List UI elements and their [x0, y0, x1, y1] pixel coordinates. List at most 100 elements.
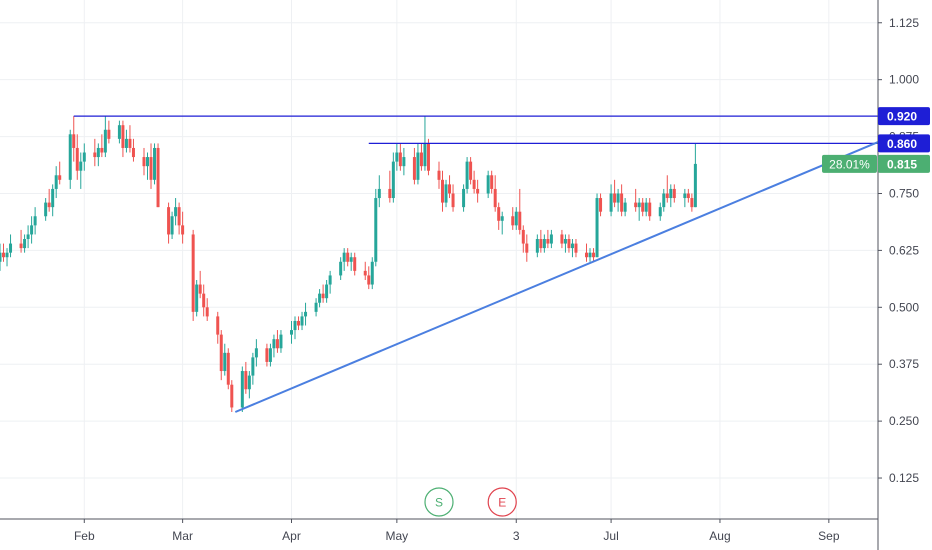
- price-axis[interactable]: 0.1250.2500.3750.5000.6250.7500.8751.000…: [877, 0, 919, 550]
- candle-down: [441, 170, 445, 212]
- candle-down: [2, 243, 6, 262]
- candle-down: [177, 202, 181, 235]
- candle-up: [23, 234, 27, 253]
- candle-body: [68, 134, 72, 180]
- candle-up: [669, 184, 673, 208]
- candle-body: [279, 334, 283, 349]
- change-badge-text: 28.01%: [829, 157, 870, 171]
- candle-body: [96, 147, 100, 158]
- candle-body: [318, 293, 322, 303]
- candle-body: [423, 143, 427, 167]
- candle-body: [72, 134, 76, 148]
- candle-up: [103, 116, 107, 158]
- candle-body: [588, 252, 592, 258]
- candle-body: [349, 257, 353, 262]
- price-label-box: [878, 107, 930, 126]
- candle-up: [444, 179, 448, 208]
- marker-circle: [424, 487, 454, 517]
- candle-body: [342, 252, 346, 262]
- marker-s[interactable]: S: [424, 487, 454, 517]
- candle-body: [441, 179, 445, 203]
- price-tick-label: 1.125: [889, 16, 919, 30]
- candle-body: [595, 198, 599, 258]
- candle-up: [462, 184, 466, 212]
- candle-up: [328, 270, 332, 294]
- candle-up: [51, 184, 55, 217]
- candle-body: [690, 198, 694, 208]
- candle-body: [300, 316, 304, 326]
- candle-down: [121, 120, 125, 158]
- candle-up: [268, 343, 272, 367]
- candle-body: [254, 348, 258, 358]
- candle-body: [82, 152, 86, 162]
- candle-body: [117, 125, 121, 139]
- candle-up: [293, 316, 297, 340]
- candle-body: [669, 188, 673, 199]
- time-tick-label: Apr: [282, 529, 301, 543]
- candle-body: [549, 234, 553, 244]
- candle-up: [588, 248, 592, 262]
- candle-body: [525, 243, 529, 253]
- candle-down: [367, 266, 371, 290]
- candle-body: [293, 320, 297, 331]
- candle-down: [398, 143, 402, 171]
- candle-down: [634, 188, 638, 212]
- candle-body: [321, 293, 325, 299]
- candle-body: [47, 202, 51, 208]
- candle-body: [585, 252, 589, 258]
- candle-down: [321, 284, 325, 303]
- candle-body: [374, 198, 378, 262]
- candle-body: [325, 284, 329, 299]
- time-tick-label: Aug: [709, 529, 730, 543]
- candle-body: [226, 352, 230, 385]
- candle-up: [595, 193, 599, 258]
- candle-down: [346, 248, 350, 267]
- candle-body: [272, 339, 276, 349]
- candle-down: [686, 188, 690, 203]
- candle-down: [490, 170, 494, 194]
- candle-body: [599, 198, 603, 212]
- candle-body: [251, 357, 255, 376]
- candle-up: [683, 188, 687, 208]
- time-tick-label: May: [386, 529, 409, 543]
- candle-body: [412, 157, 416, 180]
- marker-e[interactable]: E: [487, 487, 517, 517]
- candle-body: [191, 234, 195, 312]
- candle-up: [342, 248, 346, 271]
- candle-body: [469, 161, 473, 180]
- candle-body: [451, 193, 455, 208]
- candle-up: [535, 234, 539, 258]
- candle-down: [472, 170, 476, 194]
- candle-body: [149, 157, 153, 180]
- candle-body: [30, 225, 34, 235]
- candle-up: [117, 120, 121, 144]
- candle-body: [174, 207, 178, 217]
- candle-down: [560, 229, 564, 249]
- time-tick-label: Mar: [172, 529, 193, 543]
- candle-body: [205, 307, 209, 317]
- candle-up: [272, 334, 276, 358]
- time-axis[interactable]: Feb Mar Apr May 3 Jul Aug Sep: [0, 518, 878, 543]
- candle-body: [616, 193, 620, 203]
- candle-down: [198, 270, 202, 299]
- candle-up: [300, 311, 304, 331]
- candle-down: [167, 202, 171, 244]
- price-label-text: 0.815: [887, 157, 917, 171]
- candle-up: [637, 198, 641, 221]
- price-tick-label: 0.750: [889, 186, 919, 200]
- candle-body: [128, 138, 132, 148]
- candle-body: [240, 371, 244, 408]
- time-tick-label: Sep: [818, 529, 840, 543]
- candle-down: [592, 248, 596, 262]
- candle-down: [72, 116, 76, 162]
- candle-body: [195, 284, 199, 312]
- candle-up: [68, 129, 72, 189]
- candle-up: [254, 339, 258, 367]
- candle-up: [570, 239, 574, 258]
- candle-down: [181, 211, 185, 244]
- candle-down: [142, 147, 146, 176]
- candle-body: [535, 239, 539, 253]
- candle-up: [195, 279, 199, 317]
- candle-body: [539, 239, 543, 249]
